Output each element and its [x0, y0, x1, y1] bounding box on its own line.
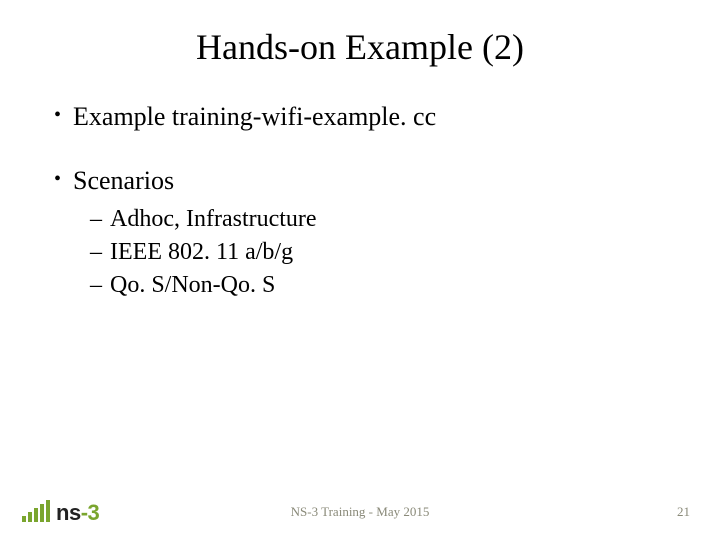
subbullet-text: Qo. S/Non-Qo. S — [110, 272, 275, 299]
dash-icon: – — [90, 206, 102, 233]
footer-caption: NS-3 Training - May 2015 — [291, 504, 430, 520]
slide: Hands-on Example (2) • Example training-… — [0, 0, 720, 540]
logo-accent: -3 — [81, 500, 100, 525]
bullet-text: Scenarios — [73, 166, 174, 196]
footer: ns-3 NS-3 Training - May 2015 21 — [0, 492, 720, 522]
dash-icon: – — [90, 239, 102, 266]
bullet-dot-icon: • — [54, 169, 61, 189]
subbullet-ieee: – IEEE 802. 11 a/b/g — [90, 239, 672, 266]
subbullet-text: Adhoc, Infrastructure — [110, 206, 317, 233]
page-number: 21 — [677, 504, 690, 520]
logo-text: ns-3 — [56, 502, 99, 524]
bullet-dot-icon: • — [54, 105, 61, 125]
bullet-scenarios: • Scenarios — [54, 166, 672, 196]
subbullet-qos: – Qo. S/Non-Qo. S — [90, 272, 672, 299]
logo-prefix: ns — [56, 500, 81, 525]
bullet-example: • Example training-wifi-example. cc — [54, 102, 672, 132]
signal-bars-icon — [22, 500, 50, 522]
dash-icon: – — [90, 272, 102, 299]
subbullet-adhoc: – Adhoc, Infrastructure — [90, 206, 672, 233]
subbullet-text: IEEE 802. 11 a/b/g — [110, 239, 293, 266]
scenarios-block: • Scenarios – Adhoc, Infrastructure – IE… — [48, 166, 672, 299]
bullet-text: Example training-wifi-example. cc — [73, 102, 436, 132]
ns3-logo: ns-3 — [22, 500, 99, 522]
slide-title: Hands-on Example (2) — [48, 26, 672, 68]
